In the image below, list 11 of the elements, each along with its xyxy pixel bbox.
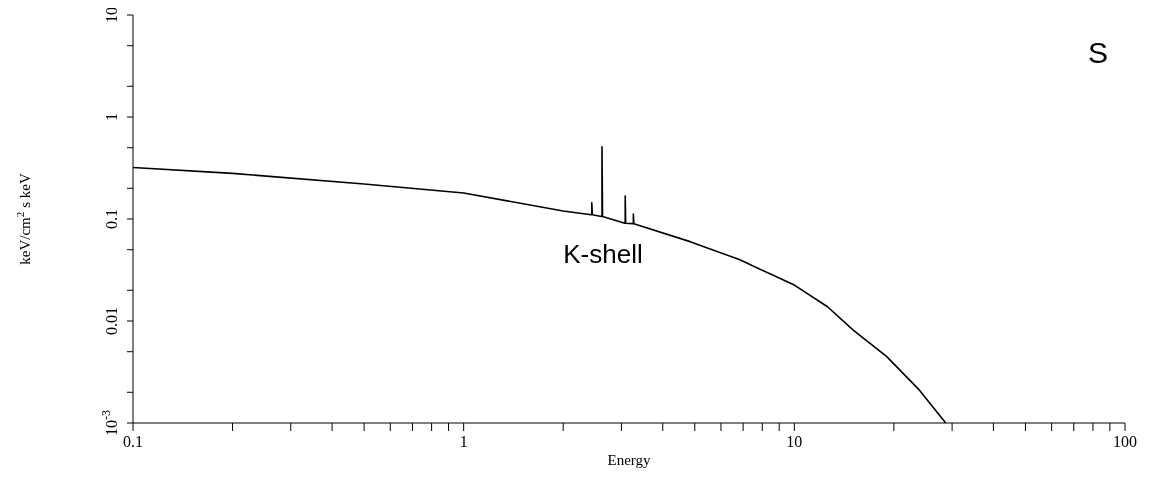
x-tick-label: 100 xyxy=(1113,433,1137,450)
y-tick-label: 0.1 xyxy=(103,209,120,229)
annotation: K-shell xyxy=(563,239,643,269)
x-tick-label: 10 xyxy=(786,433,803,450)
annotation: S xyxy=(1087,36,1108,69)
x-tick-label: 1 xyxy=(459,433,468,450)
x-tick-label: 0.1 xyxy=(123,433,143,450)
y-tick-label: 0.01 xyxy=(103,307,120,335)
y-tick-label: 1 xyxy=(103,113,120,121)
x-axis-title: Energy xyxy=(607,452,652,468)
y-tick-label: 10 xyxy=(103,7,120,23)
